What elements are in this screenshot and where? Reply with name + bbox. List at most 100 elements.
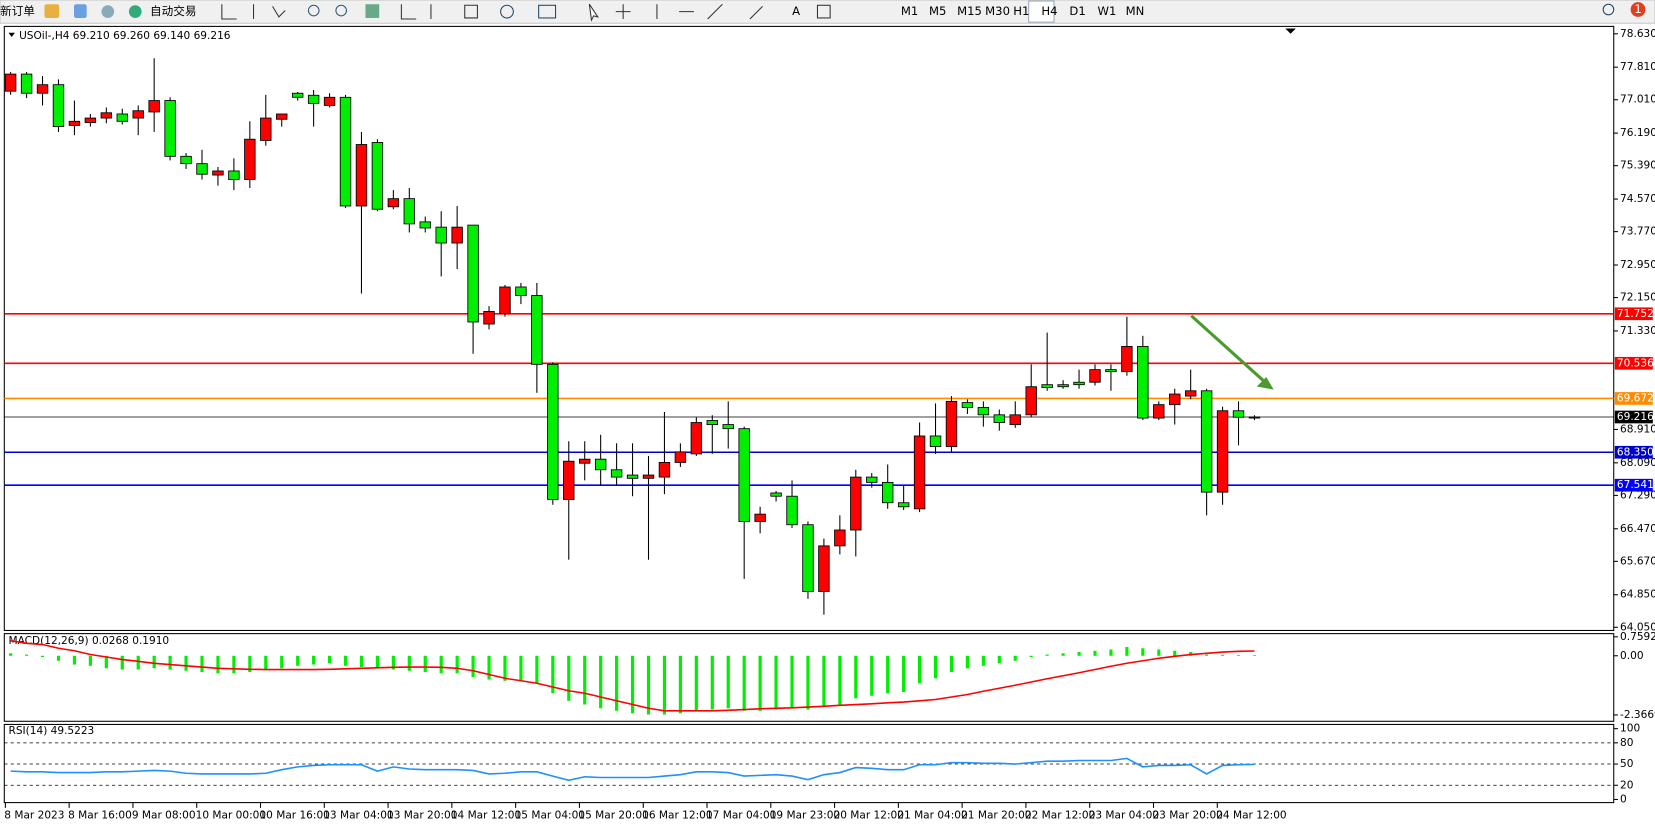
candle-body	[499, 286, 511, 314]
y-tick-label: 0.7592	[1620, 631, 1655, 643]
price-label: 68.350	[1617, 446, 1654, 458]
x-tick-label: 8 Mar 16:00	[68, 809, 132, 821]
text-tool[interactable]: A	[792, 4, 800, 18]
macd-bar	[1205, 654, 1209, 656]
price-label: 69.672	[1617, 392, 1654, 404]
macd-bar	[997, 655, 1001, 664]
candle-body	[244, 138, 256, 180]
x-tick-label: 21 Mar 04:00	[897, 809, 968, 821]
price-label: 67.541	[1617, 479, 1654, 491]
candle-body	[371, 142, 384, 210]
candle-body	[993, 414, 1006, 423]
alert-badge[interactable]	[1630, 2, 1646, 17]
drawing-tools[interactable]	[588, 3, 763, 22]
timeframe-button[interactable]: M1	[901, 4, 918, 18]
macd-bar	[742, 655, 746, 711]
label-tool[interactable]	[816, 4, 831, 19]
y-tick-label: 100	[1620, 723, 1640, 735]
macd-bar	[1125, 647, 1129, 656]
macd-bar	[1141, 648, 1145, 656]
timeframe-button[interactable]: W1	[1098, 4, 1117, 18]
y-tick-label: 64.050	[1620, 621, 1655, 633]
y-tick-label: 68.910	[1620, 423, 1655, 435]
icon[interactable]	[128, 5, 142, 18]
x-tick-label: 10 Mar 16:00	[259, 809, 330, 821]
zoom-out[interactable]	[335, 4, 347, 17]
candle-body	[626, 474, 639, 479]
macd-bar	[694, 655, 698, 711]
x-tick-label: 15 Mar 20:00	[578, 809, 649, 821]
candle-body	[1184, 390, 1197, 397]
candle-body	[770, 492, 782, 497]
price-label: 69.216	[1617, 411, 1654, 423]
x-tick-label: 21 Mar 20:00	[961, 809, 1032, 821]
candle-body	[451, 226, 463, 244]
timeframe-button[interactable]: H4	[1041, 4, 1057, 18]
macd-bar	[136, 655, 140, 670]
timeframe-button[interactable]: MN	[1126, 4, 1145, 18]
timeframe-button[interactable]: M5	[929, 4, 946, 18]
macd-bar	[1220, 654, 1225, 656]
auto-trading-button[interactable]: 自动交易	[150, 4, 196, 18]
candle-body	[4, 73, 17, 92]
rsi-title: RSI(14) 49.5223	[9, 725, 95, 737]
clock[interactable]	[500, 4, 514, 19]
macd-bar	[918, 655, 922, 684]
candle-body	[515, 286, 527, 296]
macd-bar	[72, 655, 77, 665]
template[interactable]	[538, 4, 557, 19]
candle-body	[419, 221, 431, 229]
candle-body	[1248, 416, 1261, 419]
x-tick-label: 19 Mar 23:00	[770, 809, 841, 821]
icons[interactable]	[221, 4, 286, 20]
timeframe-button[interactable]: M15	[957, 4, 982, 18]
zoom-in[interactable]	[307, 4, 320, 17]
toolbar-bg	[0, 0, 1655, 24]
timeframe-button[interactable]: D1	[1069, 4, 1085, 18]
candle-body	[291, 92, 304, 98]
candle-body	[36, 84, 49, 94]
macd-bar	[184, 655, 188, 671]
x-tick-label: 9 Mar 08:00	[132, 809, 196, 821]
icon[interactable]	[101, 5, 115, 18]
candle-body	[866, 476, 878, 483]
candle-body	[1216, 410, 1229, 493]
candle-body	[1057, 384, 1069, 388]
y-tick-label: 74.570	[1620, 193, 1655, 205]
macd-bar	[312, 655, 316, 665]
new-order-button[interactable]: 新订单	[0, 4, 35, 18]
candle-body	[387, 198, 400, 208]
icon[interactable]	[74, 4, 87, 18]
macd-bar	[806, 655, 810, 710]
y-tick-label: 78.630	[1620, 28, 1655, 40]
y-tick-label: 65.670	[1620, 555, 1655, 567]
icon[interactable]	[44, 4, 60, 18]
macd-bar	[168, 655, 172, 670]
candle-body	[20, 73, 33, 94]
candle-body	[786, 495, 798, 526]
candle-body	[228, 170, 240, 180]
candle-body	[929, 435, 942, 447]
macd-bar	[1061, 653, 1065, 656]
price-label-bg	[1614, 445, 1653, 459]
search[interactable]	[1602, 3, 1615, 16]
candle-body	[1153, 404, 1165, 419]
x-tick-label: 24 Mar 12:00	[1216, 809, 1287, 821]
y-tick-label: 72.950	[1620, 259, 1655, 271]
macd-bar	[519, 655, 523, 681]
candle-body	[403, 198, 416, 225]
tile[interactable]	[365, 4, 380, 18]
y-tick-label: 64.850	[1620, 589, 1655, 601]
marks: 78.630 77.810 77.010 76.190 75.390 74.570 73.7…	[4, 28, 1655, 821]
rsi-panel	[3, 723, 1615, 804]
candle-body	[706, 420, 718, 425]
price-label: 70.536	[1617, 357, 1654, 369]
macd-bar	[359, 655, 364, 668]
timeframe-button[interactable]: H1	[1013, 4, 1029, 18]
selected-timeframe	[1028, 0, 1055, 23]
timeframe-button[interactable]: M30	[985, 4, 1010, 18]
macd-bar	[88, 655, 92, 666]
icons[interactable]	[400, 4, 478, 20]
macd-bar	[104, 655, 108, 669]
price-label-bg	[1614, 410, 1653, 424]
